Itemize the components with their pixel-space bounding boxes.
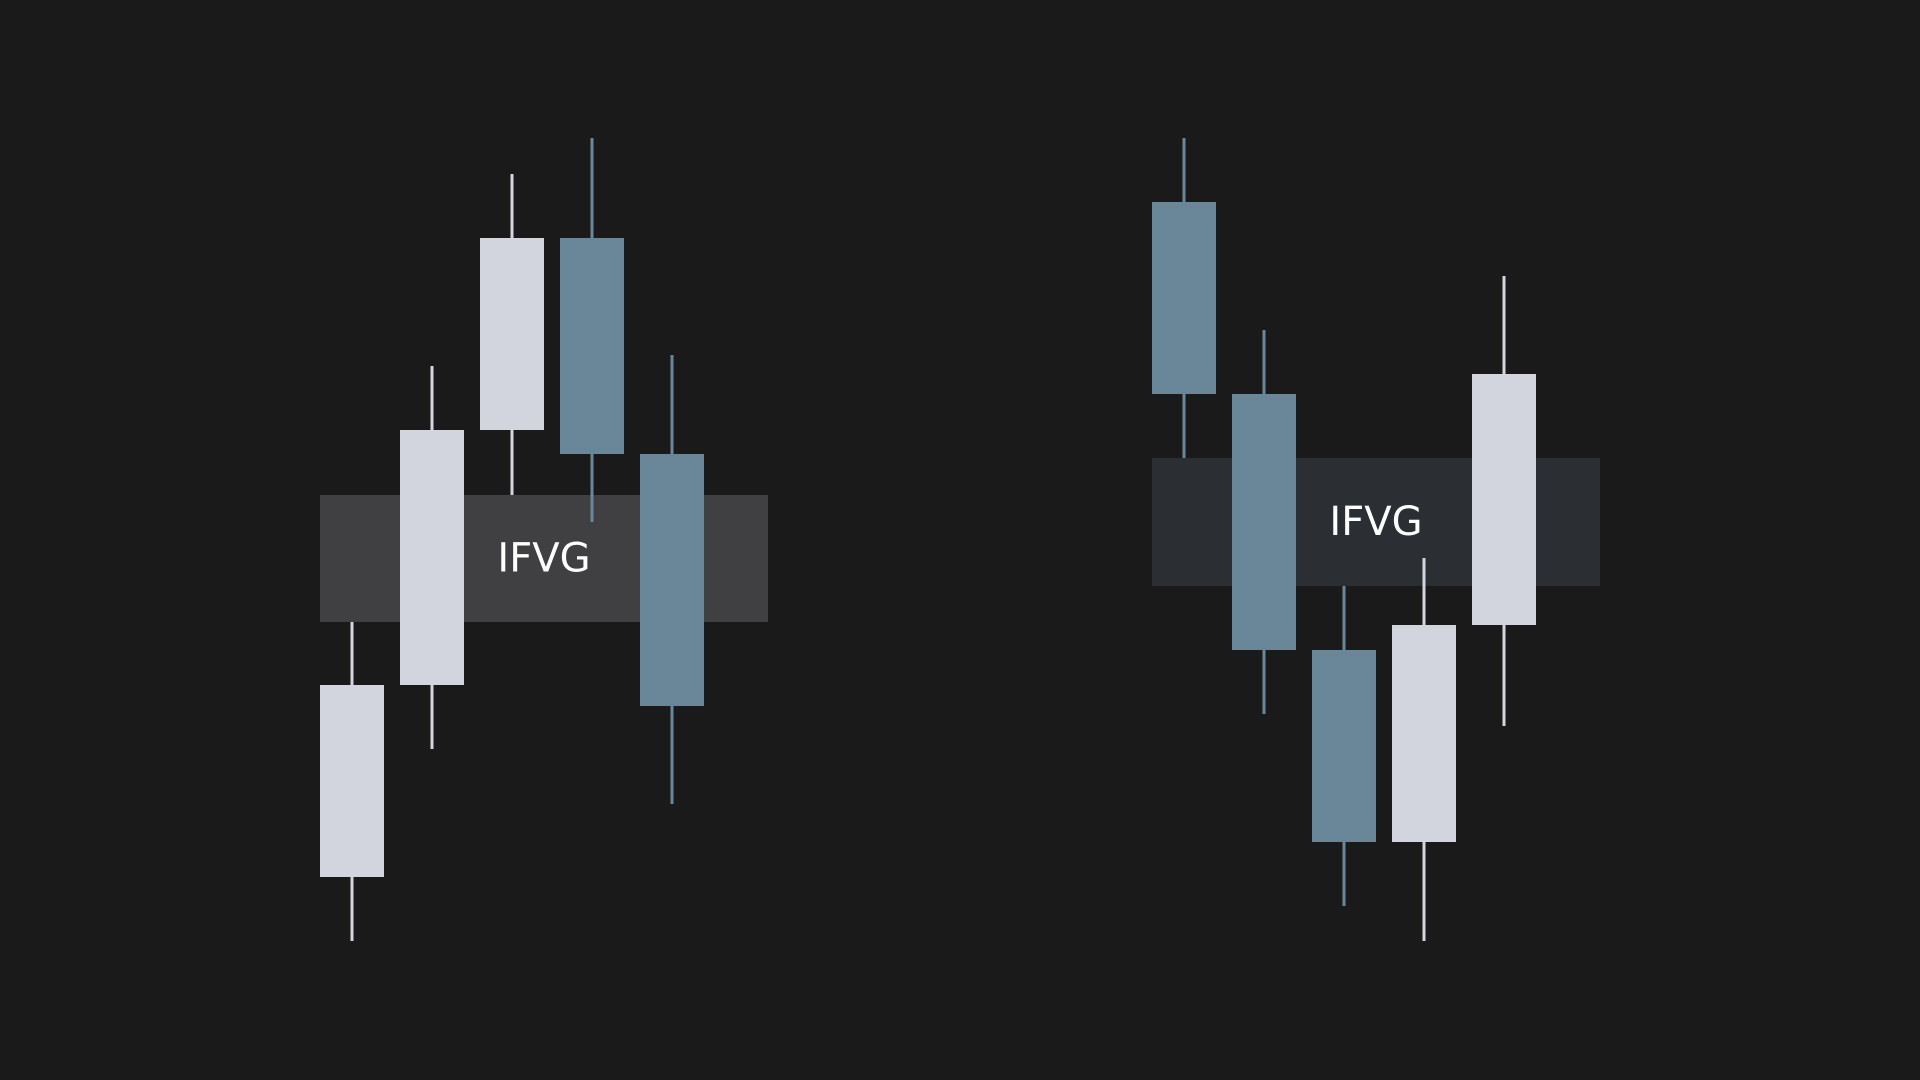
candle-body-1: [1152, 202, 1216, 394]
ifvg-label: IFVG: [1329, 499, 1422, 545]
candle-body-5: [1472, 374, 1536, 625]
candle-body-4: [560, 238, 624, 454]
candle-body-2: [1232, 394, 1296, 650]
right-pattern: IFVG: [1152, 138, 1600, 941]
candle-body-4: [1392, 625, 1456, 842]
ifvg-label: IFVG: [497, 536, 590, 582]
left-pattern: IFVG: [320, 138, 768, 941]
candle-body-1: [320, 685, 384, 877]
candle-body-5: [640, 454, 704, 706]
candle-body-2: [400, 430, 464, 685]
candle-body-3: [480, 238, 544, 430]
candle-body-3: [1312, 650, 1376, 842]
